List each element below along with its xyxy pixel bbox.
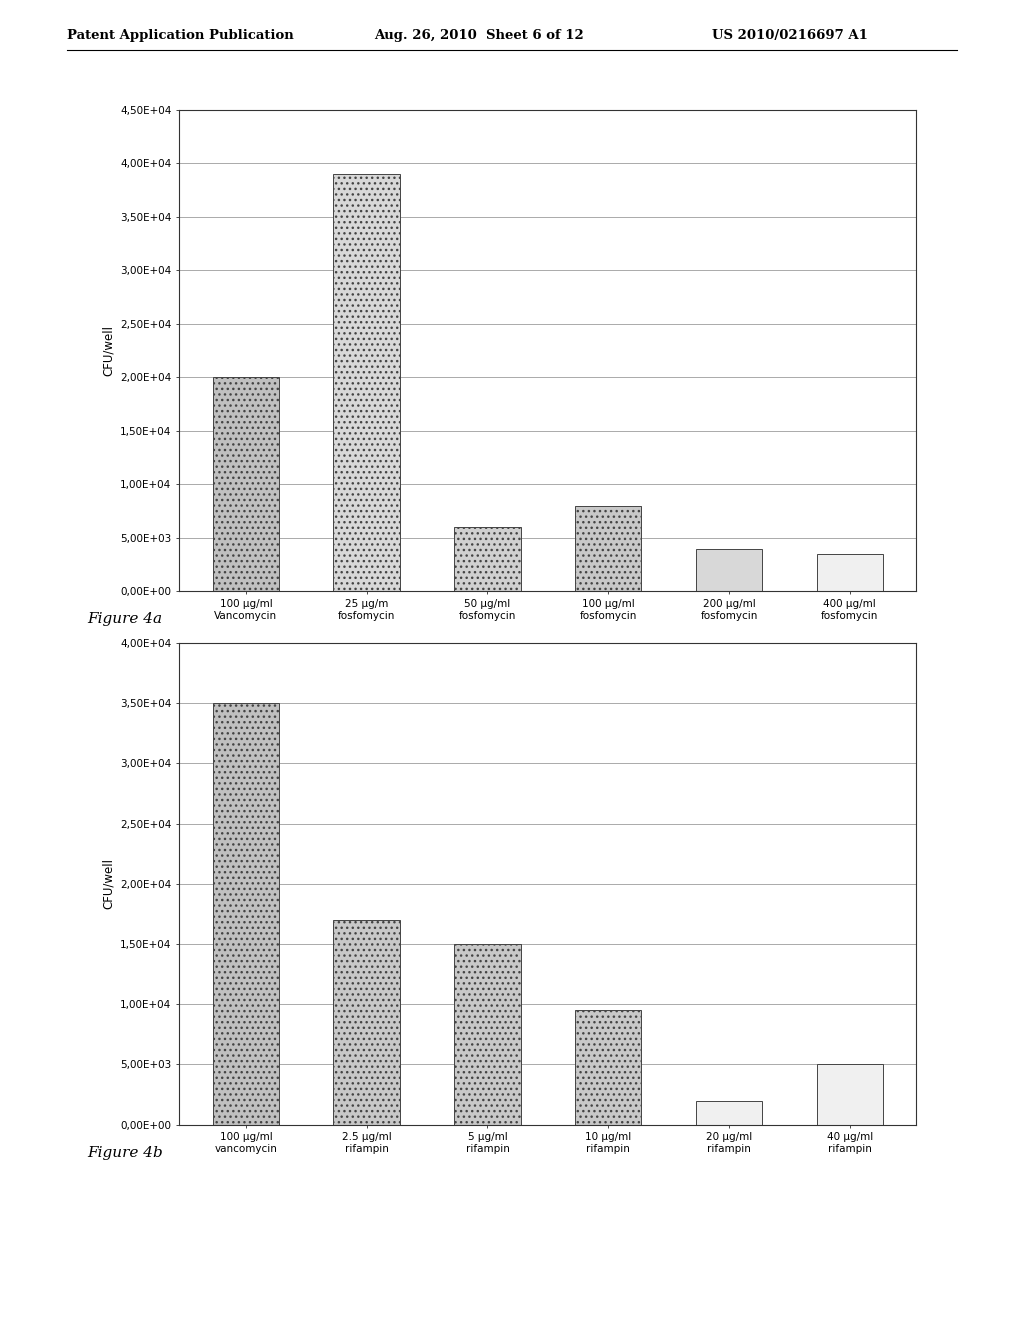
- Text: Patent Application Publication: Patent Application Publication: [67, 29, 293, 42]
- Text: Figure 4a: Figure 4a: [87, 612, 162, 627]
- Bar: [455, 527, 520, 591]
- Text: US 2010/0216697 A1: US 2010/0216697 A1: [712, 29, 867, 42]
- Bar: [455, 944, 520, 1125]
- Bar: [816, 554, 883, 591]
- Bar: [695, 1101, 762, 1125]
- Bar: [575, 1010, 641, 1125]
- Text: Aug. 26, 2010  Sheet 6 of 12: Aug. 26, 2010 Sheet 6 of 12: [374, 29, 584, 42]
- Bar: [695, 549, 762, 591]
- Bar: [334, 174, 400, 591]
- Y-axis label: CFU/well: CFU/well: [101, 325, 115, 376]
- Bar: [575, 506, 641, 591]
- Bar: [816, 1064, 883, 1125]
- Bar: [213, 378, 280, 591]
- Bar: [213, 704, 280, 1125]
- Text: Figure 4b: Figure 4b: [87, 1146, 163, 1160]
- Y-axis label: CFU/well: CFU/well: [101, 858, 115, 909]
- Bar: [334, 920, 400, 1125]
